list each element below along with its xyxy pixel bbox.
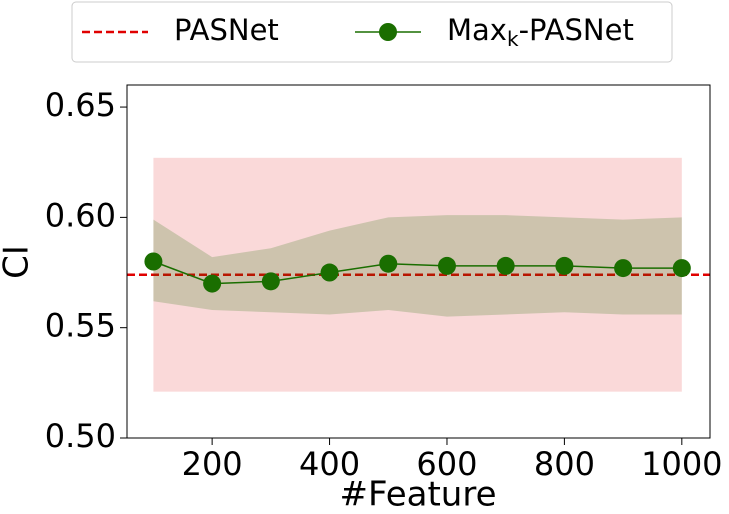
marker [144, 252, 163, 271]
marker [379, 254, 398, 273]
y-tick-label: 0.50 [45, 417, 116, 455]
x-tick-label: 200 [182, 445, 243, 483]
y-tick-label: 0.60 [45, 196, 116, 234]
marker [555, 256, 574, 275]
line [153, 260, 682, 285]
y-axis-label: CI [0, 245, 37, 279]
marker [261, 272, 280, 291]
marker [320, 263, 339, 282]
plot-frame [126, 84, 711, 439]
marker [614, 259, 633, 278]
legend-label: PASNet [174, 13, 279, 47]
y-tick-label: 0.65 [45, 86, 116, 124]
legend-marker [379, 23, 397, 41]
x-axis-label: #Feature [340, 475, 497, 514]
marker [672, 259, 691, 278]
x-tick-label: 1000 [641, 445, 722, 483]
marker [203, 274, 222, 293]
band [153, 215, 682, 317]
y-tick-label: 0.55 [45, 307, 116, 345]
x-tick-label: 600 [416, 445, 477, 483]
legend-label: Maxk-PASNet [447, 13, 634, 51]
marker [437, 256, 456, 275]
marker [496, 256, 515, 275]
x-tick-label: 800 [534, 445, 595, 483]
x-tick-label: 400 [299, 445, 360, 483]
